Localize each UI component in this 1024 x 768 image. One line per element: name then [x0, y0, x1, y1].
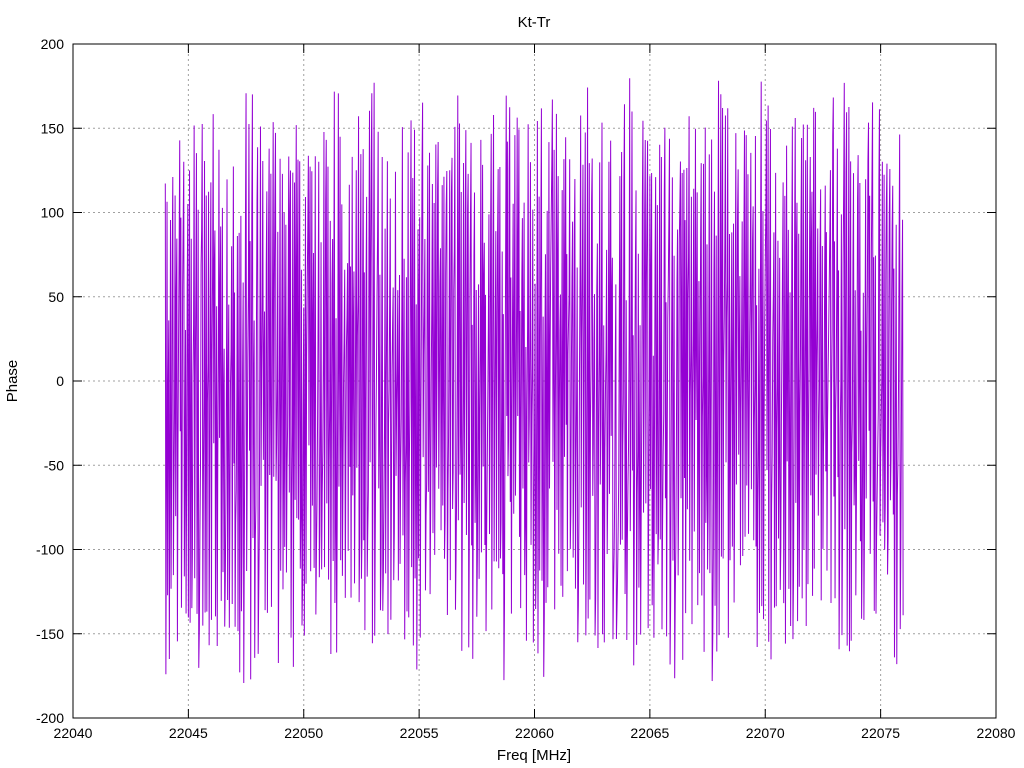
y-tick-label: 200 — [41, 36, 65, 52]
x-tick-label: 22040 — [54, 725, 93, 741]
x-tick-label: 22055 — [400, 725, 439, 741]
y-tick-label: -100 — [36, 542, 64, 558]
x-axis-title: Freq [MHz] — [497, 747, 571, 764]
y-tick-label: 0 — [56, 373, 64, 389]
x-tick-label: 22065 — [630, 725, 669, 741]
y-tick-label: 100 — [41, 205, 65, 221]
y-axis-title: Phase — [4, 360, 21, 403]
y-tick-label: -150 — [36, 626, 64, 642]
ticks: 22040 22045 22050 22055 22060 22065 22070 22075… — [36, 36, 1016, 741]
x-tick-label: 22080 — [977, 725, 1016, 741]
y-tick-label: 150 — [41, 120, 65, 136]
x-tick-label: 22070 — [746, 725, 785, 741]
x-tick-label: 22060 — [515, 725, 554, 741]
y-tick-label: -50 — [44, 457, 64, 473]
series-layer — [164, 78, 904, 684]
chart-title: Kt-Tr — [518, 14, 551, 31]
x-tick-label: 22075 — [861, 725, 900, 741]
phase-series-line — [164, 78, 904, 684]
y-tick-label: 50 — [48, 289, 64, 305]
x-tick-label: 22045 — [169, 725, 208, 741]
y-tick-label: -200 — [36, 710, 64, 726]
x-tick-label: 22050 — [284, 725, 323, 741]
